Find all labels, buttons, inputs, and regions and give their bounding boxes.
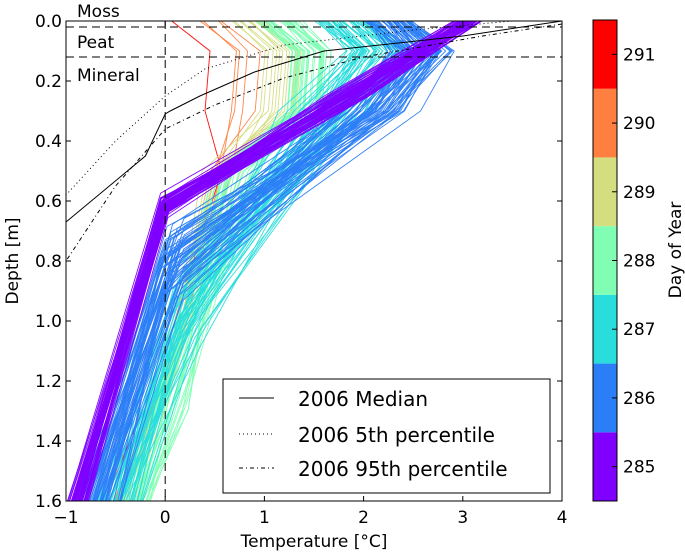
x-tick-label: 0 [160,508,171,528]
profile-line-day-286 [95,21,410,501]
guide-lines [66,21,562,501]
legend: 2006 Median 2006 5th percentile 2006 95t… [222,378,551,494]
temperature-profiles [66,21,482,501]
profile-line-day-285 [88,21,470,501]
profile-line-day-288 [140,21,299,501]
legend-label-95th: 2006 95th percentile [298,457,508,481]
y-axis-label: Depth [m] [3,217,23,304]
colorbar-tick-label: 289 [623,183,655,203]
profile-line-day-286 [90,21,411,501]
y-tick-label: 0.4 [35,132,62,152]
y-tick-label: 0.0 [35,12,62,32]
x-tick-label: 3 [457,508,468,528]
legend-frame [222,378,551,494]
reference-line-dotted [66,21,513,196]
profile-line-day-286 [99,21,419,501]
x-tick-label: 4 [557,508,568,528]
x-tick-label: 1 [259,508,270,528]
reference-line-solid [66,21,562,223]
colorbar-label: Day of Year [666,202,685,299]
layer-label-moss: Moss [77,2,120,22]
colorbar-tick-label: 291 [623,45,655,65]
profile-line-day-285 [82,21,477,501]
y-tick-label: 0.2 [35,72,62,92]
x-tick-label: −1 [53,508,78,528]
y-tick-label: 1.0 [35,312,62,332]
colorbar-tick-label: 286 [623,389,655,409]
layer-label-mineral: Mineral [77,66,140,86]
colorbar-tick-label: 290 [623,114,655,134]
colorbar-tick-label: 285 [623,458,655,478]
x-tick-label: 2 [358,508,369,528]
profile-line-day-285 [86,21,463,501]
profile-line-day-285 [80,21,477,501]
layer-label-peat: Peat [77,33,115,53]
profile-line-day-287 [103,21,358,501]
profile-line-day-286 [117,21,389,501]
y-tick-label: 0.8 [35,252,62,272]
colorbar-tick-label: 287 [623,320,655,340]
reference-percentile-lines [66,21,562,262]
reference-line-dashdot [66,23,562,262]
x-axis: −1 0 1 2 3 4 [53,21,567,528]
colorbar: 285 286 287 288 289 290 291 [592,19,655,502]
legend-label-5th: 2006 5th percentile [298,423,495,447]
y-tick-label: 1.4 [35,432,62,452]
legend-label-median: 2006 Median [298,387,428,411]
colorbar-frame [592,19,618,502]
y-tick-label: 1.2 [35,372,62,392]
colorbar-tick-label: 288 [623,252,655,272]
profile-line-day-286 [80,21,430,501]
profile-line-day-285 [67,21,469,501]
y-axis: 0.0 0.2 0.4 0.6 0.8 1.0 1.2 1.4 1.6 [35,12,562,512]
y-tick-label: 0.6 [35,192,62,212]
x-axis-label: Temperature [°C] [240,532,388,552]
y-tick-label: 1.6 [35,492,62,512]
